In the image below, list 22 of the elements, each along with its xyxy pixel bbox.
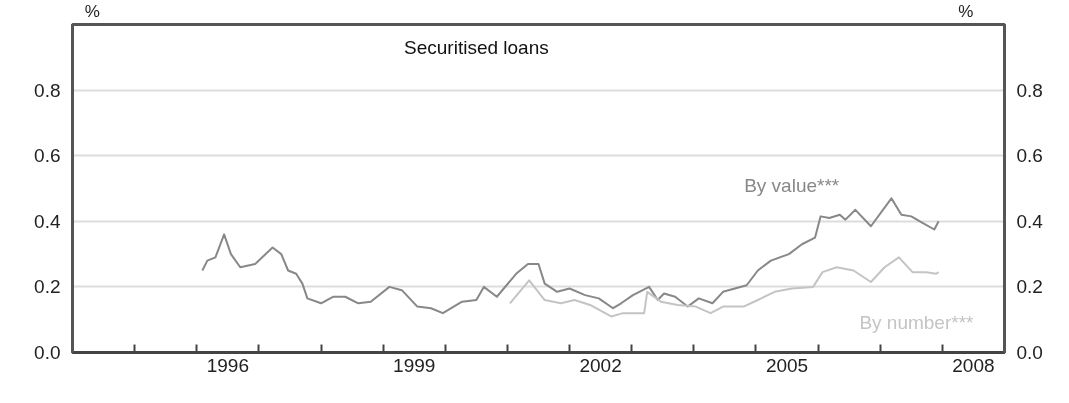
y2-tick-label: 0.6 — [1016, 145, 1043, 167]
y2-tick-label: 0.2 — [1016, 276, 1043, 298]
y-axis-title: % — [84, 1, 100, 21]
x-tick-label: 1999 — [393, 354, 436, 376]
series-label: By number*** — [859, 312, 975, 334]
y-tick-label: 0.0 — [34, 342, 61, 363]
line-series — [201, 197, 940, 315]
y-tick-label: 0.2 — [34, 276, 61, 298]
series-label: By value*** — [744, 174, 840, 196]
y2-axis-title: % — [958, 1, 974, 21]
x-tick-label: 2005 — [765, 354, 809, 376]
y-tick-label: 0.8 — [34, 79, 61, 101]
y2-tick-label: 0.4 — [1016, 210, 1044, 232]
x-tick-label: 2002 — [579, 354, 622, 376]
y-tick-label: 0.4 — [34, 210, 61, 232]
y-tick-label: 0.6 — [34, 145, 61, 167]
y2-tick-label: 0.0 — [1016, 342, 1043, 363]
line-series — [508, 256, 940, 318]
text: Securitised loans — [404, 36, 549, 58]
x-tick-label: 2008 — [952, 354, 995, 376]
x-tick-label: 1996 — [206, 354, 249, 376]
y2-tick-label: 0.8 — [1016, 79, 1043, 101]
